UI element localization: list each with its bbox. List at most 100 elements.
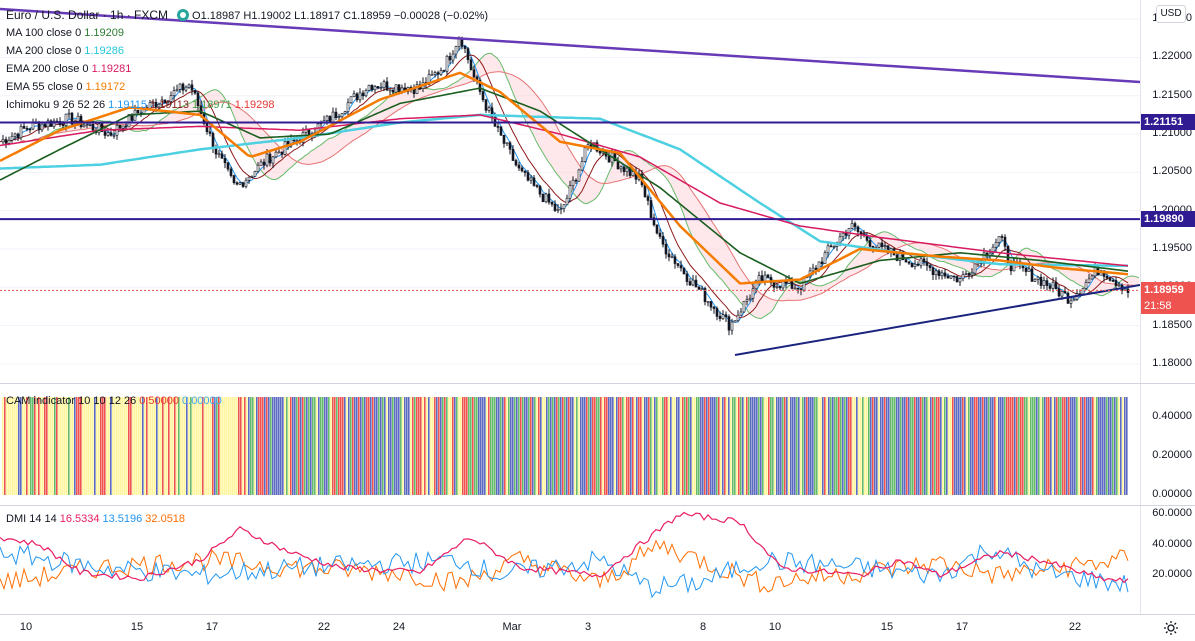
price-pane[interactable] xyxy=(0,0,1140,383)
candle-body xyxy=(598,150,602,154)
indicator-value: 1.19172 xyxy=(85,81,126,93)
cam-bar xyxy=(350,397,352,495)
cam-bar xyxy=(146,397,148,495)
cam-bar xyxy=(376,397,378,495)
candle-body xyxy=(919,258,923,266)
cam-pane[interactable] xyxy=(0,384,1140,505)
cam-bar xyxy=(460,397,462,495)
cam-bar xyxy=(204,397,206,495)
cam-bar xyxy=(540,397,542,495)
candle-body xyxy=(391,89,395,93)
currency-button[interactable]: USD xyxy=(1156,5,1186,23)
cam-bar xyxy=(312,397,314,495)
settings-icon[interactable] xyxy=(1163,620,1179,636)
cam-bar xyxy=(726,397,728,495)
candle-body xyxy=(361,92,365,97)
cam-bar xyxy=(992,397,994,495)
candle-body xyxy=(1081,288,1085,295)
cam-bar xyxy=(966,397,968,495)
candle-body xyxy=(655,224,659,234)
cam-bar xyxy=(218,397,220,495)
candle-body xyxy=(631,171,635,176)
cam-bar xyxy=(662,397,664,495)
cam-bar xyxy=(378,397,380,495)
candle-body xyxy=(943,272,947,277)
cam-bar xyxy=(232,397,234,495)
cam-bar xyxy=(1120,397,1122,495)
cam-bar xyxy=(444,397,446,495)
time-label: 24 xyxy=(392,621,406,633)
cam-axis[interactable]: 0.40000 0.20000 0.00000 xyxy=(1140,384,1195,505)
cam-bar xyxy=(702,397,704,495)
cam-bar xyxy=(1098,397,1100,495)
cam-bar xyxy=(724,397,726,495)
time-label: 22 xyxy=(317,621,331,633)
ichimoku-label[interactable]: Ichimoku 9 26 52 26 xyxy=(6,99,106,111)
cam-bar xyxy=(482,397,484,495)
cam-bar xyxy=(372,397,374,495)
candle-body xyxy=(859,231,863,235)
candle-body xyxy=(1063,291,1067,294)
cam-bar xyxy=(834,397,836,495)
cam-bar xyxy=(1094,397,1096,495)
cam-bar xyxy=(672,397,674,495)
symbol-title[interactable]: Euro / U.S. Dollar · 1h · FXCM xyxy=(6,8,169,22)
candle-body xyxy=(4,139,8,144)
cam-bar xyxy=(1012,397,1014,495)
cam-bar xyxy=(798,397,800,495)
time-axis[interactable]: 10 15 17 22 24 Mar 3 8 10 15 17 22 xyxy=(0,615,1140,641)
price-tag: 1.21151 xyxy=(1141,114,1195,131)
dmi-axis[interactable]: 60.0000 40.0000 20.0000 xyxy=(1140,506,1195,614)
candle-body xyxy=(838,236,842,244)
candle-body xyxy=(325,115,329,121)
dmi-pane[interactable] xyxy=(0,506,1140,614)
indicator-label[interactable]: MA 100 close 0 xyxy=(6,27,82,39)
candle-body xyxy=(856,226,860,233)
cam-bar xyxy=(618,397,620,495)
cam-bar xyxy=(1082,397,1084,495)
cam-bar xyxy=(768,397,770,495)
indicator-value: 1.19286 xyxy=(84,45,124,57)
candle-body xyxy=(964,273,968,275)
cam-bar xyxy=(456,397,458,495)
price-chart[interactable] xyxy=(0,0,1140,383)
cam-bar xyxy=(6,397,8,495)
cam-bar xyxy=(622,397,624,495)
cam-bar xyxy=(208,397,210,495)
candle-body xyxy=(1060,291,1064,297)
pane-separator[interactable] xyxy=(0,383,1195,384)
candle-body xyxy=(385,81,389,91)
cam-bar xyxy=(314,397,316,495)
cam-bar xyxy=(656,397,658,495)
cam-bar xyxy=(74,397,76,495)
cam-label[interactable]: CAM indicator 10 10 12 26 xyxy=(6,395,137,407)
cam-tick: 0.40000 xyxy=(1152,409,1192,422)
candle-body xyxy=(907,261,911,264)
cam-bar xyxy=(358,397,360,495)
candle-body xyxy=(394,84,398,93)
candle-body xyxy=(946,275,950,279)
indicator-label[interactable]: MA 200 close 0 xyxy=(6,45,82,57)
dmi-label[interactable]: DMI 14 14 xyxy=(6,513,57,525)
candle-body xyxy=(607,155,611,163)
indicator-label[interactable]: EMA 200 close 0 xyxy=(6,63,89,75)
cam-bar xyxy=(1022,397,1024,495)
price-axis[interactable]: 1.225001.220001.215001.210001.205001.200… xyxy=(1140,0,1195,383)
cam-bar xyxy=(150,397,152,495)
cam-bar xyxy=(1100,397,1102,495)
pane-separator[interactable] xyxy=(0,505,1195,506)
cam-bar xyxy=(530,397,532,495)
cam-bar xyxy=(446,397,448,495)
cam-bar xyxy=(802,397,804,495)
cam-bar xyxy=(1068,397,1070,495)
cam-bar xyxy=(864,397,866,495)
cam-bar xyxy=(952,397,954,495)
cam-bar xyxy=(778,397,780,495)
cam-bar xyxy=(254,397,256,495)
cam-bar xyxy=(402,397,404,495)
cam-bar xyxy=(1122,397,1124,495)
cam-bar xyxy=(1000,397,1002,495)
indicator-label[interactable]: EMA 55 close 0 xyxy=(6,81,83,93)
cam-bar xyxy=(60,397,62,495)
cam-bar xyxy=(860,397,862,495)
